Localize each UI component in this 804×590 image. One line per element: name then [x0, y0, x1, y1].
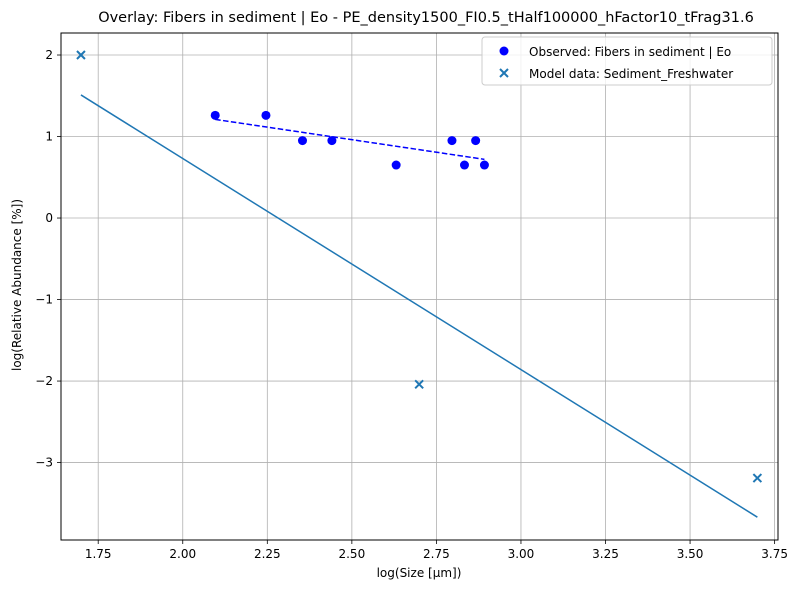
model-point: [76, 50, 86, 60]
x-tick-label: 2.25: [254, 547, 281, 561]
x-tick-label: 1.75: [85, 547, 112, 561]
axis-ticks: 1.75 2.00 2.25 2.50 2.75 3.00 3.25 3.50 3.75 −3 −2…: [35, 48, 788, 561]
x-tick-label: 3.25: [592, 547, 619, 561]
y-tick-label: −1: [35, 293, 53, 307]
model-point: [752, 473, 763, 483]
y-tick-label: 0: [45, 211, 53, 225]
legend: Observed: Fibers in sediment | Eo Model …: [481, 36, 773, 86]
x-tick-label: 2.50: [338, 547, 365, 561]
y-tick-label: 1: [45, 130, 53, 144]
y-axis-label: log(Relative Abundance [%]): [10, 199, 24, 371]
plot-series: [76, 50, 763, 518]
observed-point: [471, 136, 481, 146]
x-axis-label: log(Size [μm]): [377, 566, 462, 580]
observed-fit-line: [215, 118, 485, 161]
model-fit-line: [80, 94, 758, 518]
observed-point: [210, 110, 220, 120]
legend-marker-model: [499, 68, 509, 78]
legend-frame: [481, 36, 773, 86]
observed-point: [261, 110, 271, 120]
x-tick-label: 3.50: [677, 547, 704, 561]
legend-label-model: Model data: Sediment_Freshwater: [529, 67, 733, 81]
x-tick-label: 2.75: [423, 547, 450, 561]
y-tick-label: 2: [45, 48, 53, 62]
observed-point: [327, 136, 337, 146]
y-tick-label: −2: [35, 374, 53, 388]
x-tick-label: 3.00: [508, 547, 535, 561]
observed-point: [459, 160, 469, 170]
legend-marker-observed: [499, 46, 509, 56]
observed-point: [479, 160, 489, 170]
x-tick-label: 2.00: [169, 547, 196, 561]
observed-point: [447, 136, 457, 146]
observed-point: [391, 160, 401, 170]
model-point: [414, 379, 424, 390]
y-tick-label: −3: [35, 456, 53, 470]
chart-title: Overlay: Fibers in sediment | Eo - PE_de…: [98, 10, 754, 26]
legend-label-observed: Observed: Fibers in sediment | Eo: [529, 45, 731, 59]
x-tick-label: 3.75: [761, 547, 788, 561]
plot-area-frame: [60, 32, 779, 541]
observed-point: [297, 136, 307, 146]
